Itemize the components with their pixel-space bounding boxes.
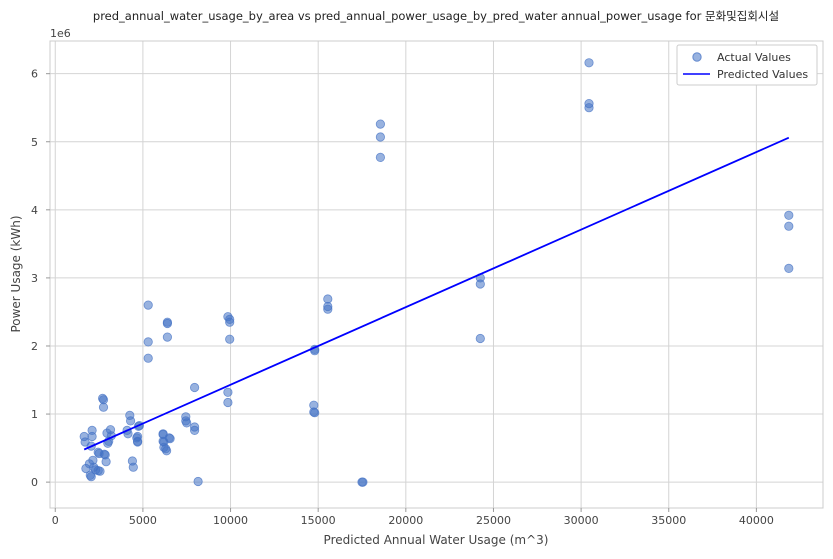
actual-value-point: [133, 437, 143, 447]
actual-value-point: [190, 425, 200, 435]
x-axis-ticks: 0 5000 10000 15000 20000 25000 30000 35000 40000: [52, 508, 774, 527]
y-tick-label: 1: [31, 408, 38, 421]
chart-title: pred_annual_water_usage_by_area vs pred_…: [93, 9, 779, 23]
x-tick-label: 5000: [129, 514, 157, 527]
actual-value-point: [128, 462, 138, 472]
actual-value-point: [126, 416, 136, 426]
actual-value-point: [225, 317, 235, 327]
actual-value-point: [162, 318, 172, 329]
legend-predicted-label: Predicted Values: [717, 68, 808, 81]
legend-actual-marker: [692, 52, 702, 62]
actual-value-point: [143, 300, 153, 310]
actual-value-point: [223, 387, 233, 397]
actual-value-point: [323, 304, 333, 314]
y-axis-offset-label: 1e6: [50, 27, 71, 40]
x-axis-label: Predicted Annual Water Usage (m^3): [324, 533, 549, 547]
y-tick-label: 0: [31, 476, 38, 489]
actual-value-point: [358, 477, 368, 487]
actual-value-point: [98, 402, 109, 412]
legend-box: [676, 44, 818, 86]
grid: [50, 41, 823, 508]
actual-value-point: [784, 210, 794, 220]
x-tick-label: 20000: [388, 514, 423, 527]
actual-value-point: [193, 476, 203, 487]
actual-value-point: [475, 279, 485, 289]
actual-value-point: [143, 337, 153, 347]
actual-value-point: [86, 472, 96, 482]
legend: Actual Values Predicted Values: [676, 44, 818, 86]
actual-value-point: [784, 221, 794, 231]
predicted-line-layer: [83, 136, 790, 451]
actual-value-point: [190, 382, 200, 393]
actual-value-point: [182, 418, 192, 428]
x-tick-label: 25000: [476, 514, 511, 527]
actual-value-point: [225, 334, 235, 344]
actual-value-point: [375, 119, 385, 129]
actual-value-point: [162, 332, 172, 342]
actual-value-point: [95, 466, 105, 476]
legend-actual-label: Actual Values: [717, 51, 791, 64]
y-tick-label: 4: [31, 204, 38, 217]
x-tick-label: 0: [52, 514, 59, 527]
y-tick-label: 6: [31, 68, 38, 81]
actual-value-point: [310, 408, 320, 418]
actual-value-point: [165, 433, 175, 444]
x-tick-label: 30000: [564, 514, 599, 527]
x-tick-label: 35000: [651, 514, 686, 527]
y-tick-label: 2: [31, 340, 38, 353]
x-tick-label: 10000: [213, 514, 248, 527]
predicted-values-line: [83, 136, 790, 451]
x-tick-label: 40000: [739, 514, 774, 527]
data-marks: [79, 58, 794, 487]
actual-value-point: [584, 58, 594, 68]
actual-value-point: [584, 103, 594, 113]
actual-value-point: [143, 353, 153, 363]
y-tick-label: 3: [31, 272, 38, 285]
y-axis-ticks: 0 1 2 3 4 5 6: [31, 68, 50, 489]
actual-value-point: [101, 457, 111, 467]
actual-value-point: [475, 333, 485, 344]
actual-value-point: [375, 152, 385, 162]
plot-area-frame: [49, 40, 824, 509]
actual-value-point: [87, 425, 97, 435]
x-tick-label: 15000: [301, 514, 336, 527]
actual-value-point: [375, 132, 385, 142]
y-axis-label: Power Usage (kWh): [9, 215, 23, 332]
actual-value-point: [223, 397, 233, 408]
actual-value-point: [784, 263, 794, 273]
y-tick-label: 5: [31, 136, 38, 149]
actual-value-point: [162, 446, 172, 456]
